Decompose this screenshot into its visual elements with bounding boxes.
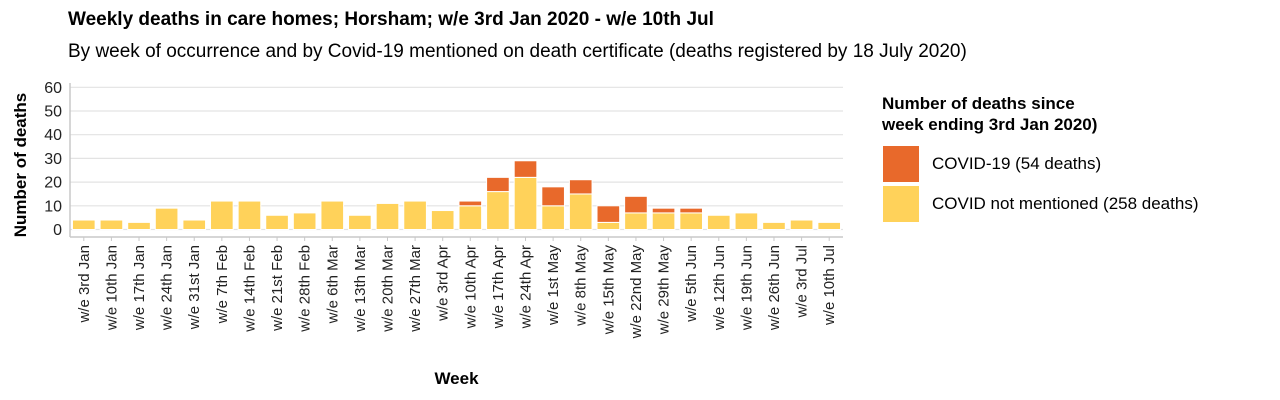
x-tick-label: w/e 10th Jan (103, 245, 120, 331)
legend-label-not-mentioned: COVID not mentioned (258 deaths) (932, 194, 1199, 213)
legend-swatch-covid (883, 146, 919, 182)
bar-covid (596, 205, 621, 223)
x-tick-label: w/e 6th Mar (324, 245, 341, 324)
bar-not-mentioned (817, 221, 842, 230)
x-tick-label: w/e 26th Jun (766, 245, 783, 331)
x-tick-label: w/e 14th Feb (241, 245, 258, 333)
bar-not-mentioned (651, 212, 676, 231)
chart-title: Weekly deaths in care homes; Horsham; w/… (68, 9, 714, 30)
bar-not-mentioned (486, 191, 510, 230)
bar-not-mentioned (292, 212, 317, 231)
bar-not-mentioned (789, 219, 814, 231)
x-tick-label: w/e 5th Jun (683, 245, 700, 323)
x-tick-label: w/e 24th Apr (518, 245, 535, 329)
y-axis-title: Number of deaths (11, 93, 30, 238)
bar-not-mentioned (541, 205, 565, 231)
y-tick-label: 40 (44, 127, 62, 144)
bar-not-mentioned (210, 200, 234, 230)
x-tick-label: w/e 29th May (656, 245, 673, 336)
bar-not-mentioned (375, 202, 400, 230)
x-tick-label: w/e 7th Feb (214, 245, 231, 324)
bar-not-mentioned (403, 200, 427, 230)
y-tick-label: 30 (44, 151, 62, 168)
bar-not-mentioned (762, 221, 786, 230)
x-tick-label: w/e 31st Jan (186, 245, 203, 330)
x-tick-label: w/e 15th May (600, 245, 617, 336)
x-tick-label: w/e 3rd Jan (76, 245, 93, 324)
legend-swatch-not-mentioned (883, 186, 919, 222)
x-tick-label: w/e 13th Mar (352, 245, 369, 333)
legend-title: Number of deaths since week ending 3rd J… (882, 93, 1097, 135)
x-tick-label: w/e 3rd Apr (435, 245, 452, 322)
bar-covid (458, 200, 483, 207)
x-tick-label: w/e 17th Jan (131, 245, 148, 331)
x-tick-label: w/e 8th May (573, 245, 590, 327)
bar-not-mentioned (568, 193, 593, 230)
legend-title-line2: week ending 3rd Jan 2020) (882, 115, 1098, 134)
legend-item-not-mentioned: COVID not mentioned (258 deaths) (883, 186, 1198, 222)
x-axis-title: Week (434, 369, 479, 388)
x-tick-label: w/e 24th Jan (159, 245, 176, 331)
bar-not-mentioned (320, 200, 345, 230)
bar-not-mentioned (513, 176, 538, 230)
bar-covid (568, 179, 593, 195)
bar-not-mentioned (71, 219, 96, 231)
x-tick-label: w/e 1st May (545, 245, 562, 327)
bar-not-mentioned (237, 200, 262, 230)
x-tick-label: w/e 3rd Jul (794, 245, 811, 319)
x-tick-label: w/e 19th Jun (738, 245, 755, 331)
x-tick-label: w/e 10th Apr (462, 245, 479, 329)
x-tick-label: w/e 21st Feb (269, 245, 286, 332)
bar-not-mentioned (458, 205, 483, 231)
legend-item-covid: COVID-19 (54 deaths) (883, 146, 1101, 182)
y-tick-label: 10 (44, 198, 62, 215)
bar-not-mentioned (348, 214, 372, 230)
bar-not-mentioned (154, 207, 179, 230)
legend-title-line1: Number of deaths since (882, 94, 1075, 113)
x-tick-label: w/e 27th Mar (407, 245, 424, 333)
x-tick-label: w/e 10th Jul (821, 245, 838, 326)
bar-not-mentioned (127, 221, 151, 230)
bar-not-mentioned (624, 212, 648, 231)
x-tick-label: w/e 17th Apr (490, 245, 507, 329)
legend-label-covid: COVID-19 (54 deaths) (932, 154, 1102, 173)
bar-not-mentioned (679, 212, 703, 231)
bar-covid (486, 176, 510, 193)
bar-covid (624, 195, 648, 214)
bar-covid (541, 186, 565, 207)
bar-not-mentioned (706, 214, 731, 230)
x-tick-label: w/e 28th Feb (297, 245, 314, 333)
bar-not-mentioned (430, 210, 455, 230)
y-tick-label: 20 (44, 175, 62, 192)
bar-not-mentioned (182, 219, 207, 231)
bar-covid (651, 207, 676, 214)
bar-not-mentioned (596, 221, 621, 230)
x-tick-label: w/e 12th Jun (711, 245, 728, 331)
x-tick-label: w/e 20th Mar (379, 245, 396, 333)
x-tick-label: w/e 22nd May (628, 245, 645, 340)
bar-covid (513, 160, 538, 178)
y-tick-label: 60 (44, 80, 62, 97)
y-tick-label: 50 (44, 104, 62, 121)
y-tick-label: 0 (53, 222, 62, 239)
bar-not-mentioned (734, 212, 759, 231)
bar-not-mentioned (265, 214, 289, 230)
bar-not-mentioned (99, 219, 124, 231)
bar-covid (679, 207, 703, 214)
chart-subtitle: By week of occurrence and by Covid-19 me… (68, 41, 967, 62)
